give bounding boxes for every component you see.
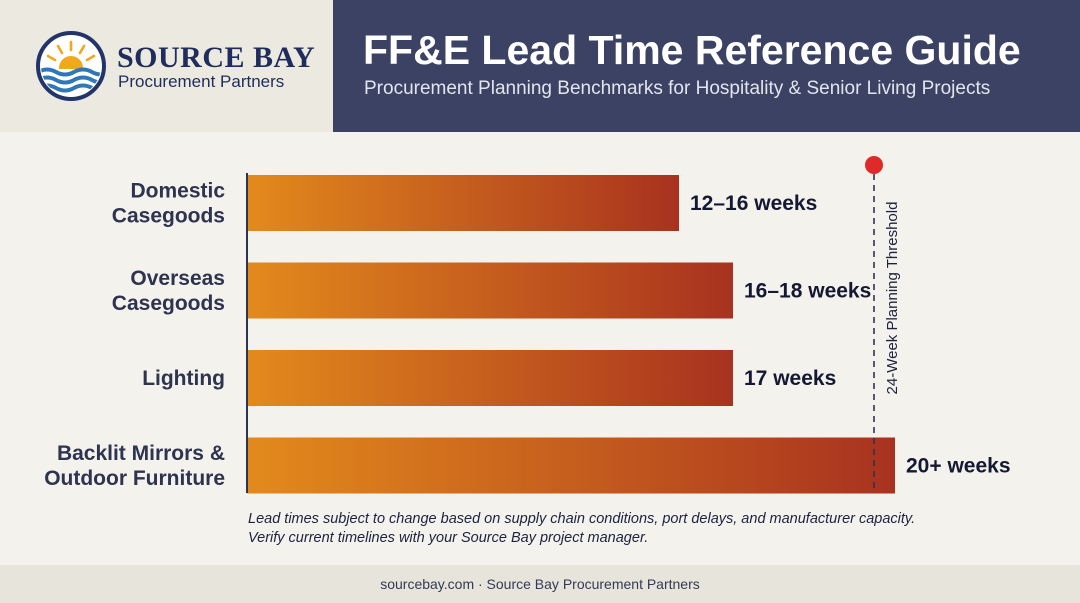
value-label-2: 17 weeks [744, 367, 836, 390]
footer: sourcebay.com · Source Bay Procurement P… [0, 565, 1080, 603]
page-subtitle: Procurement Planning Benchmarks for Hosp… [364, 78, 991, 99]
threshold-label: 24-Week Planning Threshold [884, 202, 901, 395]
category-label-0-1: Casegoods [112, 205, 225, 228]
page-title: FF&E Lead Time Reference Guide [363, 27, 1021, 73]
category-label-1-0: Overseas [130, 267, 225, 290]
bar-2 [247, 350, 733, 406]
category-label-3-0: Backlit Mirrors & [57, 442, 225, 465]
bar-1 [247, 262, 733, 319]
footnote-line-2: Verify current timelines with your Sourc… [248, 530, 649, 546]
category-label-0-0: Domestic [130, 180, 225, 203]
value-label-0: 12–16 weeks [690, 192, 817, 215]
category-label-2-0: Lighting [142, 367, 225, 390]
category-label-1-1: Casegoods [112, 292, 225, 315]
footnote: Lead times subject to change based on su… [248, 510, 1028, 548]
bar-3 [247, 437, 895, 494]
logo-panel: SOURCE BAY Procurement Partners [0, 0, 333, 132]
category-label-3-1: Outdoor Furniture [44, 467, 225, 490]
bar-0 [247, 175, 679, 231]
value-label-3: 20+ weeks [906, 455, 1011, 478]
brand-name: SOURCE BAY [117, 41, 316, 74]
footnote-line-1: Lead times subject to change based on su… [248, 511, 916, 527]
threshold-marker [865, 156, 883, 174]
brand-subtitle: Procurement Partners [118, 72, 285, 91]
value-label-1: 16–18 weeks [744, 280, 871, 303]
sun-over-waves-icon [36, 31, 106, 101]
title-panel: FF&E Lead Time Reference Guide Procureme… [333, 0, 1080, 132]
